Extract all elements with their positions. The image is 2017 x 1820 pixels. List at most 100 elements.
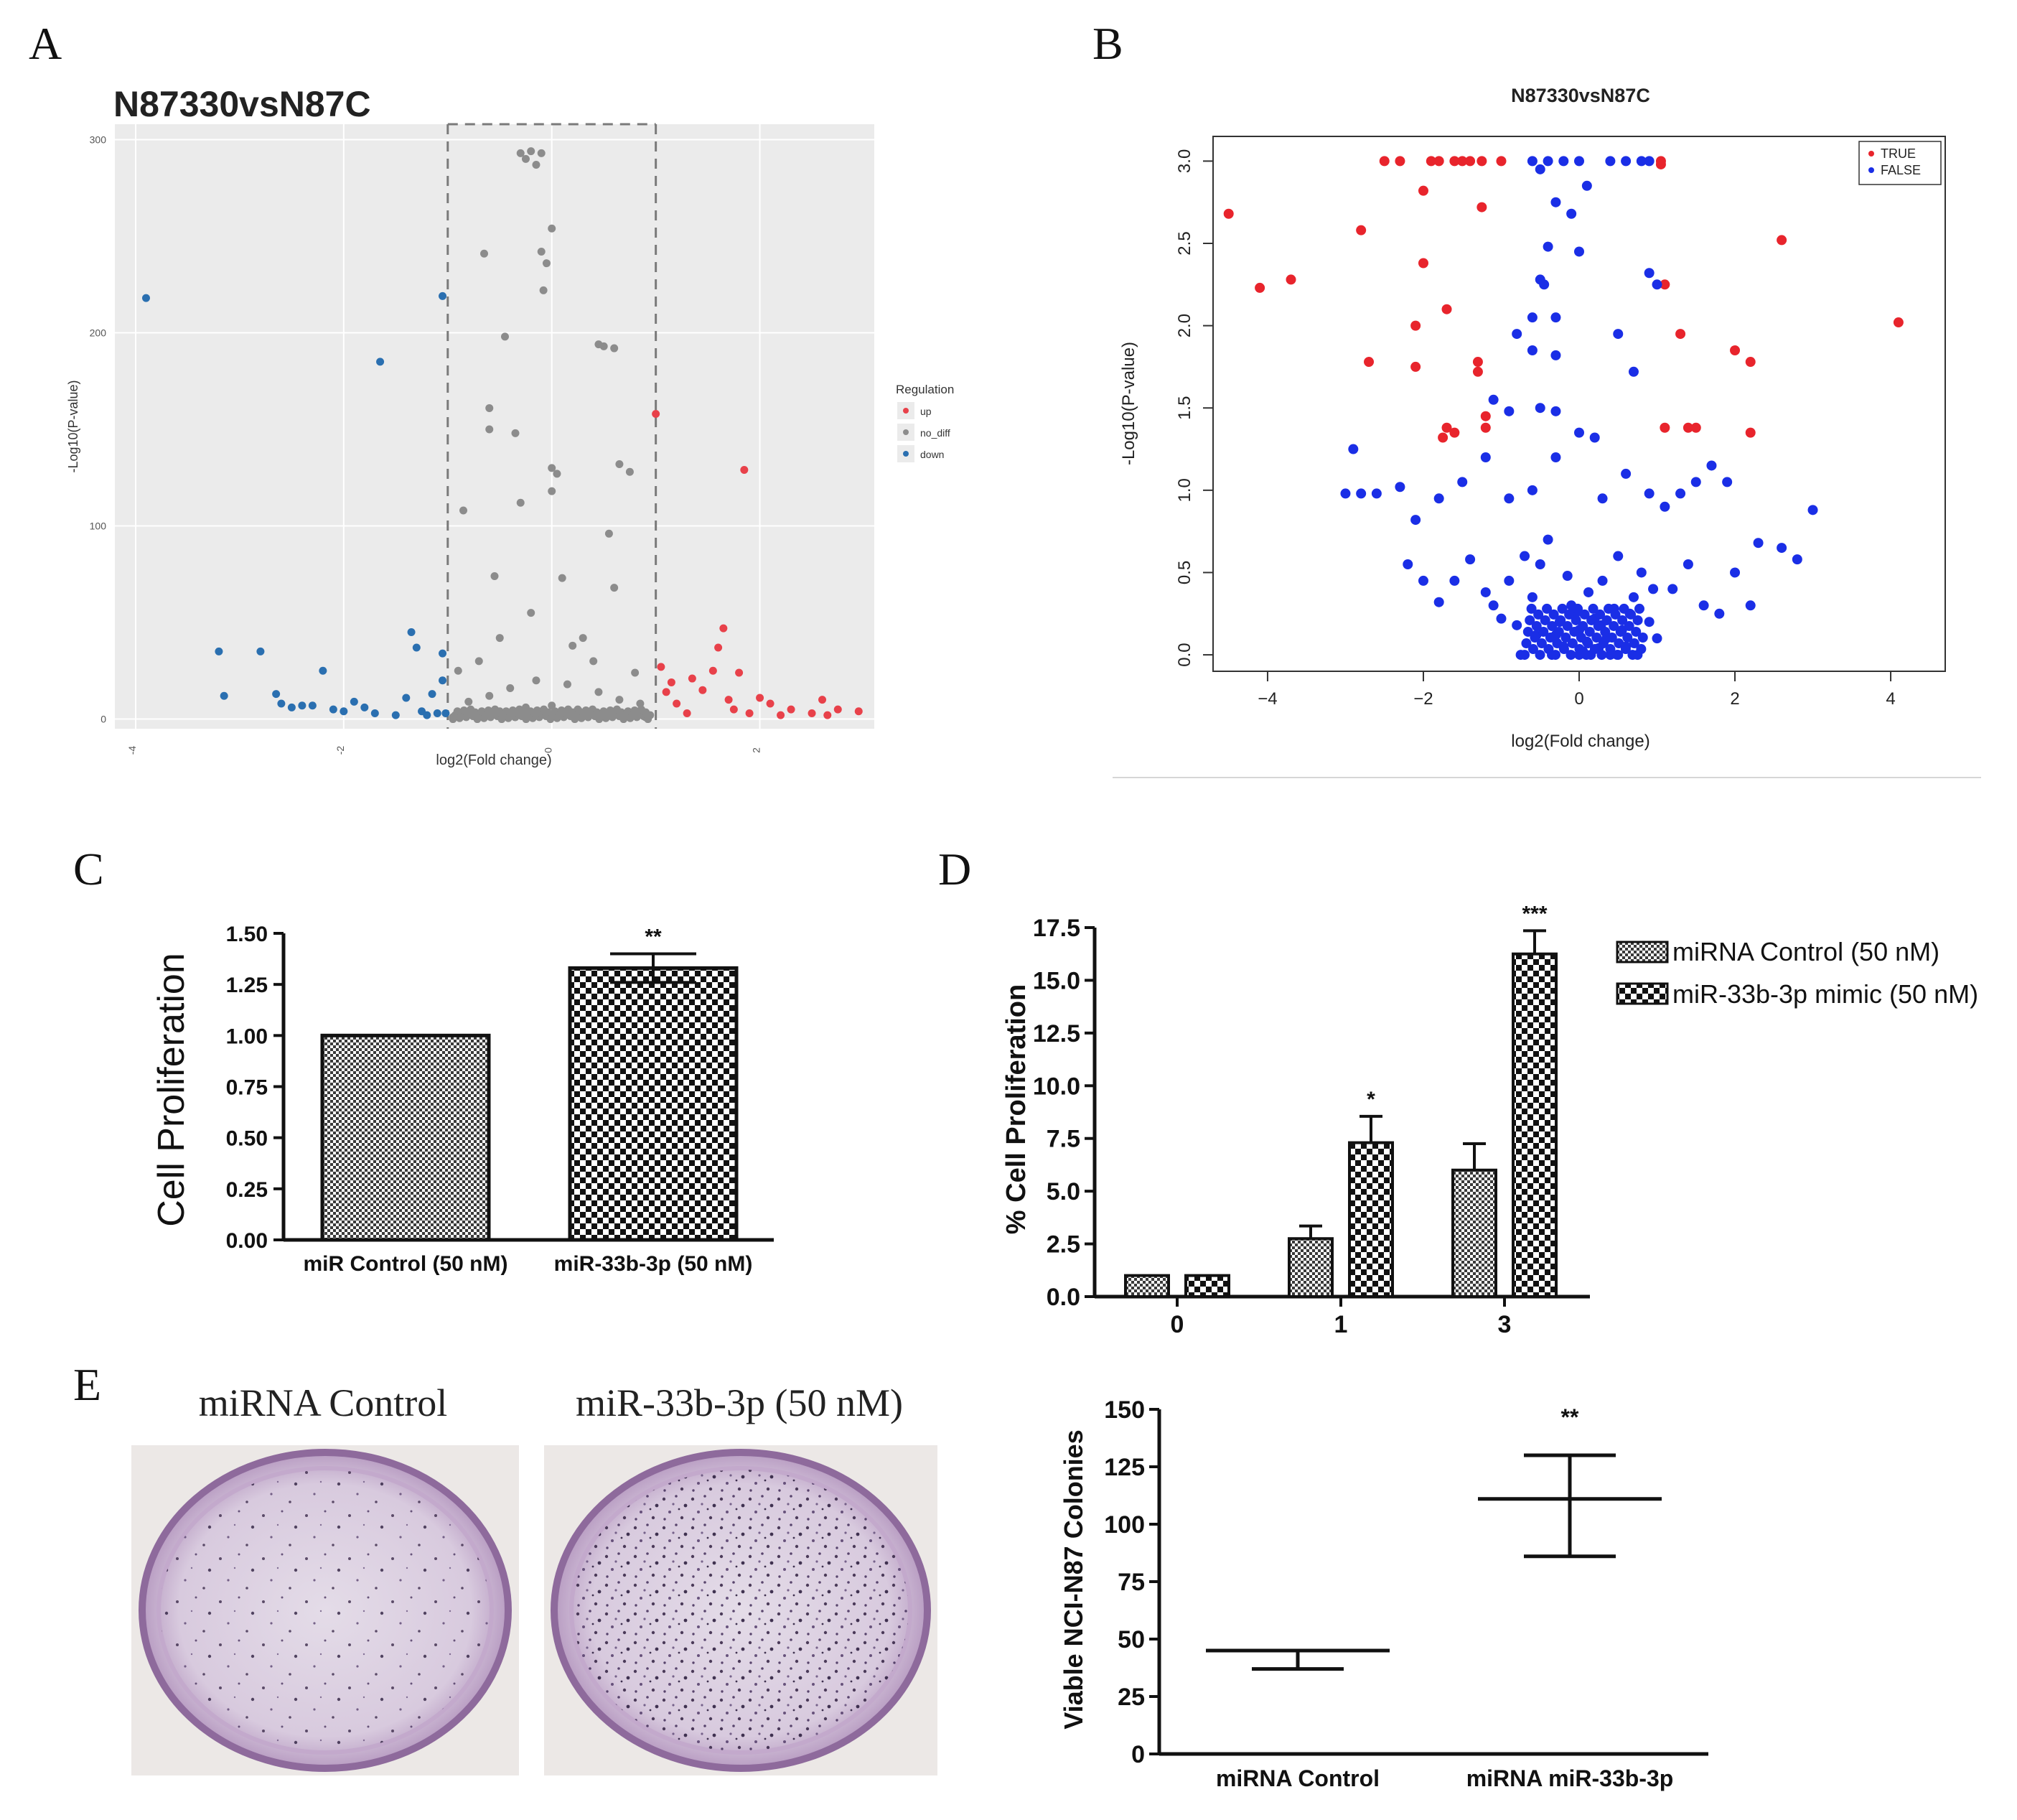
chart-a-point-down — [277, 699, 286, 708]
chart-a-point-down — [350, 697, 358, 706]
chart-b-point-true — [1410, 320, 1421, 331]
chart-a-point-no-diff — [511, 429, 520, 437]
chart-b-point-false — [1522, 626, 1533, 637]
chart-b-point-false — [1598, 638, 1609, 649]
chart-b-point-false — [1690, 477, 1701, 487]
chart-c-significance: ** — [645, 925, 662, 948]
plate-rim-control — [156, 1466, 494, 1755]
chart-a-point-no-diff — [563, 680, 571, 689]
chart-b-point-false — [1520, 551, 1530, 561]
chart-b-point-false — [1637, 633, 1648, 643]
chart-b-point-true — [1480, 411, 1491, 421]
chart-b-legend-label-true: TRUE — [1881, 146, 1916, 161]
chart-b-point-false — [1573, 603, 1583, 614]
chart-b-point-false — [1620, 644, 1631, 655]
chart-b-point-false — [1562, 571, 1573, 582]
chart-a-point-down — [329, 705, 337, 714]
chart-a-point-up — [735, 668, 744, 677]
chart-c-y-tick-label: 0.75 — [226, 1076, 268, 1100]
chart-b-point-false — [1520, 650, 1530, 661]
chart-d-y-axis-label: % Cell Proliferation — [1001, 984, 1031, 1234]
chart-a-y-tick-label: 200 — [90, 327, 107, 339]
chart-b-point-true — [1655, 159, 1666, 169]
chart-b-point-false — [1601, 615, 1612, 625]
chart-a-point-no-diff — [516, 498, 525, 507]
chart-a-y-tick-label: 0 — [100, 714, 106, 725]
chart-b-point-false — [1628, 592, 1639, 602]
chart-b-point-true — [1480, 422, 1491, 433]
chart-b-point-false — [1539, 279, 1550, 290]
chart-b-point-false — [1636, 644, 1647, 655]
chart-b-point-true — [1675, 329, 1686, 340]
chart-b-point-false — [1530, 633, 1540, 643]
chart-a-point-up — [719, 624, 728, 633]
chart-e-x-tick-label: miRNA miR-33b-3p — [1466, 1765, 1674, 1791]
chart-d-y-tick-label: 12.5 — [1033, 1020, 1080, 1047]
panel-label-b: B — [1092, 18, 1123, 69]
chart-d-bar — [1512, 952, 1558, 1298]
chart-b-y-tick-label: 0.0 — [1175, 643, 1194, 666]
chart-a-point-no-diff — [532, 676, 540, 685]
chart-a-point-no-diff — [516, 149, 525, 157]
chart-d-bar — [1124, 1274, 1170, 1298]
chart-b-point-true — [1660, 422, 1670, 433]
chart-a-point-no-diff — [485, 425, 494, 434]
chart-a-legend-dot-down — [903, 451, 909, 457]
chart-b-point-false — [1627, 650, 1638, 661]
chart-b-legend: TRUE FALSE — [1858, 141, 1942, 185]
chart-b-point-false — [1527, 345, 1538, 355]
chart-b-point-false — [1613, 329, 1624, 340]
chart-b-point-false — [1533, 609, 1544, 620]
chart-a-point-no-diff — [527, 147, 535, 156]
chart-a-point-up — [683, 709, 691, 717]
chart-b-point-false — [1535, 164, 1545, 174]
chart-b-x-tick-label: 2 — [1730, 689, 1739, 709]
chart-b-point-false — [1488, 394, 1499, 405]
chart-b-plot-frame — [1212, 136, 1946, 672]
chart-b-point-true — [1893, 317, 1904, 328]
chart-a-point-down — [308, 701, 317, 710]
chart-a-legend-label-down: down — [920, 449, 944, 460]
chart-b-point-false — [1574, 644, 1585, 655]
chart-a-point-up — [808, 709, 816, 717]
panel-label-e: E — [73, 1359, 101, 1410]
chart-b-y-tick-label: 2.5 — [1175, 231, 1194, 255]
chart-b-point-false — [1631, 626, 1642, 637]
chart-a-point-down — [141, 294, 150, 302]
chart-c-bar — [568, 966, 739, 1242]
chart-b-point-false — [1615, 626, 1626, 637]
chart-b-point-false — [1644, 488, 1655, 499]
chart-b-point-false — [1597, 493, 1608, 504]
chart-a-x-tick-label: -4 — [126, 746, 138, 755]
chart-a-point-up — [657, 663, 665, 671]
chart-b-point-false — [1706, 460, 1717, 471]
chart-d-significance: * — [1367, 1088, 1375, 1111]
chart-a-legend-dot-no-diff — [903, 429, 909, 435]
chart-b-point-false — [1457, 477, 1468, 487]
chart-a-point-down — [360, 703, 369, 711]
chart-b-point-false — [1535, 403, 1545, 414]
chart-b-legend-box — [1858, 141, 1942, 185]
chart-b-point-false — [1348, 444, 1359, 454]
chart-d-bar — [1451, 1168, 1497, 1299]
chart-e-colony-counts: 0 25 50 75 100 125 150 miRNA Control ** miRNA mi… — [1059, 1396, 1708, 1791]
chart-a-point-no-diff — [548, 701, 556, 710]
chart-b-point-false — [1628, 366, 1639, 377]
chart-b-title: N87330vsN87C — [1511, 85, 1650, 106]
chart-b-point-true — [1730, 345, 1741, 355]
chart-b-point-true — [1777, 235, 1787, 246]
chart-d-y-tick-label: 15.0 — [1033, 967, 1080, 994]
chart-d-x-tick-label: 0 — [1171, 1311, 1184, 1338]
chart-a-point-no-diff — [615, 696, 624, 704]
chart-b-point-false — [1591, 633, 1602, 643]
chart-b-point-false — [1606, 633, 1617, 643]
chart-b-point-false — [1527, 644, 1538, 655]
chart-a-point-no-diff — [558, 574, 566, 582]
chart-e-y-tick-label: 100 — [1104, 1511, 1145, 1539]
chart-a-point-down — [441, 709, 450, 717]
chart-b-point-false — [1600, 626, 1611, 637]
chart-a-point-no-diff — [539, 286, 548, 294]
chart-b-point-false — [1433, 597, 1444, 607]
chart-a-legend-label-no-diff: no_diff — [920, 427, 950, 439]
chart-b-point-false — [1465, 554, 1476, 565]
